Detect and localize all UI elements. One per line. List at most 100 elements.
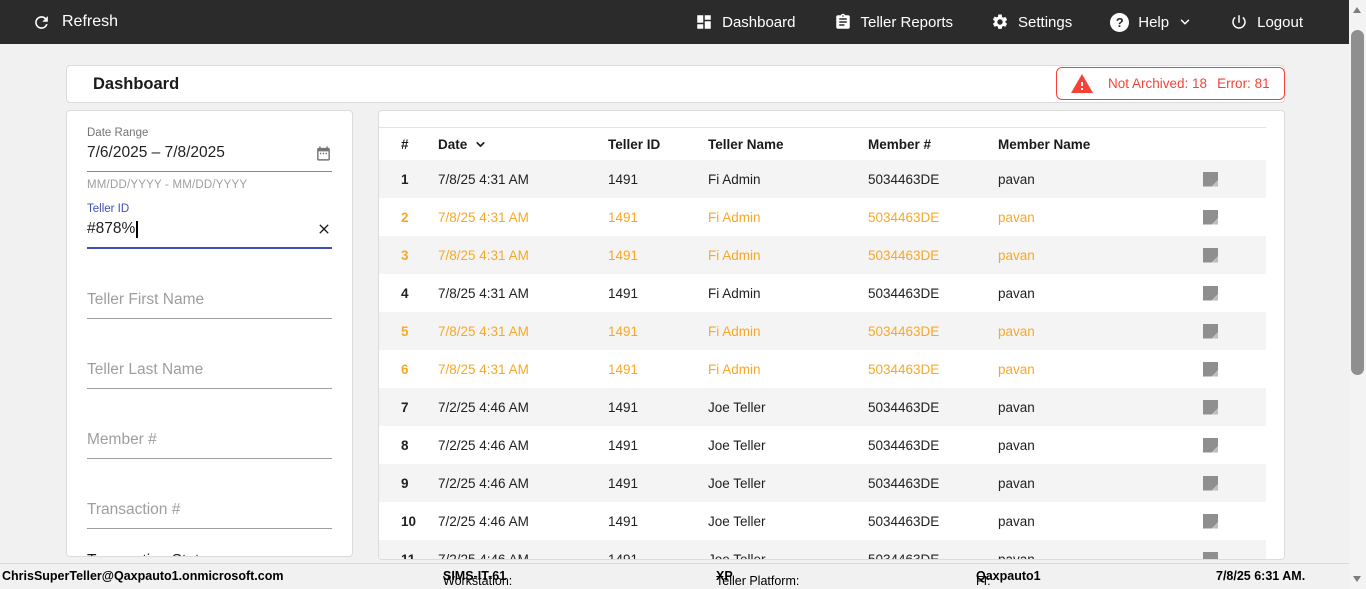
cell-date: 7/8/25 4:31 AM [438, 285, 529, 301]
cell-teller-name: Joe Teller [708, 551, 766, 560]
cell-member-number: 5034463DE [868, 361, 940, 377]
table-row[interactable]: 11 7/2/25 4:46 AM 1491 Joe Teller 503446… [379, 540, 1266, 560]
cell-teller-id: 1491 [608, 361, 639, 377]
note-icon[interactable] [1203, 323, 1218, 339]
cell-num: 2 [401, 209, 409, 225]
col-teller-name[interactable]: Teller Name [708, 136, 784, 152]
cell-teller-name: Joe Teller [708, 513, 766, 529]
cell-member-number: 5034463DE [868, 475, 940, 491]
nav-logout[interactable]: Logout [1230, 13, 1303, 31]
col-num[interactable]: # [401, 136, 409, 152]
not-archived-count: Not Archived: 18 [1108, 76, 1208, 91]
col-member-number[interactable]: Member # [868, 136, 932, 152]
nav-help-label: Help [1138, 13, 1170, 31]
archive-error-badge[interactable]: Not Archived: 18 Error: 81 [1056, 67, 1285, 100]
cell-teller-id: 1491 [608, 437, 639, 453]
cell-teller-name: Fi Admin [708, 171, 761, 187]
note-icon[interactable] [1203, 361, 1218, 377]
cell-teller-name: Joe Teller [708, 399, 766, 415]
table-header: # Date Teller ID Teller Name Member # Me… [379, 127, 1266, 160]
teller-id-value: #878% [87, 220, 136, 237]
cell-member-name: pavan [998, 171, 1035, 187]
table-row[interactable]: 5 7/8/25 4:31 AM 1491 Fi Admin 5034463DE… [379, 312, 1266, 350]
status-fi: FI: Qaxpauto1 [976, 569, 1041, 588]
cell-teller-id: 1491 [608, 285, 639, 301]
cell-member-number: 5034463DE [868, 209, 940, 225]
col-date[interactable]: Date [438, 137, 608, 152]
nav-help[interactable]: ? Help [1110, 12, 1192, 32]
note-icon[interactable] [1203, 247, 1218, 263]
cell-member-number: 5034463DE [868, 551, 940, 560]
member-number-input[interactable] [87, 427, 332, 459]
status-teller-platform: Teller Platform: XP [716, 569, 800, 588]
cell-num: 8 [401, 437, 409, 453]
cell-member-name: pavan [998, 285, 1035, 301]
cell-date: 7/8/25 4:31 AM [438, 323, 529, 339]
warning-triangle-icon [1071, 73, 1093, 93]
cell-date: 7/8/25 4:31 AM [438, 361, 529, 377]
col-teller-id[interactable]: Teller ID [608, 136, 661, 152]
cell-member-name: pavan [998, 209, 1035, 225]
table-row[interactable]: 1 7/8/25 4:31 AM 1491 Fi Admin 5034463DE… [379, 160, 1266, 198]
nav-dashboard[interactable]: Dashboard [695, 13, 796, 31]
transaction-number-input[interactable] [87, 497, 332, 529]
scroll-down-arrow-icon[interactable] [1353, 576, 1361, 582]
transaction-status-label: Transaction Status: [87, 552, 332, 556]
note-icon[interactable] [1203, 399, 1218, 415]
cell-date: 7/8/25 4:31 AM [438, 209, 529, 225]
table-body: 1 7/8/25 4:31 AM 1491 Fi Admin 5034463DE… [379, 160, 1266, 560]
cell-num: 10 [401, 513, 417, 529]
note-icon[interactable] [1203, 209, 1218, 225]
table-row[interactable]: 9 7/2/25 4:46 AM 1491 Joe Teller 5034463… [379, 464, 1266, 502]
vertical-scrollbar[interactable] [1349, 0, 1366, 589]
date-range-label: Date Range [87, 127, 149, 139]
cell-teller-name: Fi Admin [708, 285, 761, 301]
scrollbar-thumb[interactable] [1351, 30, 1364, 375]
cell-member-name: pavan [998, 323, 1035, 339]
note-icon[interactable] [1203, 285, 1218, 301]
refresh-button[interactable]: Refresh [32, 13, 118, 32]
table-row[interactable]: 10 7/2/25 4:46 AM 1491 Joe Teller 503446… [379, 502, 1266, 540]
teller-id-input[interactable]: #878% [87, 215, 332, 249]
cell-member-name: pavan [998, 399, 1035, 415]
teller-first-name-input[interactable] [87, 287, 332, 319]
cell-num: 3 [401, 247, 409, 263]
note-icon[interactable] [1203, 437, 1218, 453]
cell-member-number: 5034463DE [868, 513, 940, 529]
note-icon[interactable] [1203, 551, 1218, 559]
note-icon[interactable] [1203, 513, 1218, 529]
teller-id-label: Teller ID [87, 203, 130, 215]
date-range-input[interactable]: 7/6/2025 – 7/8/2025 [87, 139, 332, 172]
cell-num: 4 [401, 285, 409, 301]
cell-num: 7 [401, 399, 409, 415]
cell-member-number: 5034463DE [868, 171, 940, 187]
cell-teller-id: 1491 [608, 247, 639, 263]
refresh-label: Refresh [62, 13, 119, 30]
table-row[interactable]: 6 7/8/25 4:31 AM 1491 Fi Admin 5034463DE… [379, 350, 1266, 388]
cell-member-number: 5034463DE [868, 323, 940, 339]
table-row[interactable]: 4 7/8/25 4:31 AM 1491 Fi Admin 5034463DE… [379, 274, 1266, 312]
nav-teller-reports[interactable]: Teller Reports [834, 13, 953, 31]
cell-member-name: pavan [998, 513, 1035, 529]
cell-num: 11 [401, 551, 416, 560]
filters-panel: Date Range 7/6/2025 – 7/8/2025 MM/DD/YYY… [66, 110, 353, 557]
power-icon [1232, 15, 1246, 29]
cell-member-number: 5034463DE [868, 399, 940, 415]
cell-date: 7/8/25 4:31 AM [438, 171, 529, 187]
scroll-up-arrow-icon[interactable] [1353, 7, 1361, 13]
note-icon[interactable] [1203, 171, 1218, 187]
cell-member-number: 5034463DE [868, 247, 940, 263]
nav-settings[interactable]: Settings [991, 13, 1072, 31]
note-icon[interactable] [1203, 475, 1218, 491]
table-row[interactable]: 2 7/8/25 4:31 AM 1491 Fi Admin 5034463DE… [379, 198, 1266, 236]
status-bar: ChrisSuperTeller@Qaxpauto1.onmicrosoft.c… [0, 563, 1349, 589]
chevron-down-icon [1180, 19, 1190, 25]
table-row[interactable]: 3 7/8/25 4:31 AM 1491 Fi Admin 5034463DE… [379, 236, 1266, 274]
table-row[interactable]: 8 7/2/25 4:46 AM 1491 Joe Teller 5034463… [379, 426, 1266, 464]
teller-last-name-input[interactable] [87, 357, 332, 389]
cell-num: 1 [401, 171, 409, 187]
col-member-name[interactable]: Member Name [998, 136, 1091, 152]
close-icon[interactable] [316, 221, 332, 237]
table-row[interactable]: 7 7/2/25 4:46 AM 1491 Joe Teller 5034463… [379, 388, 1266, 426]
calendar-icon[interactable] [315, 145, 332, 162]
